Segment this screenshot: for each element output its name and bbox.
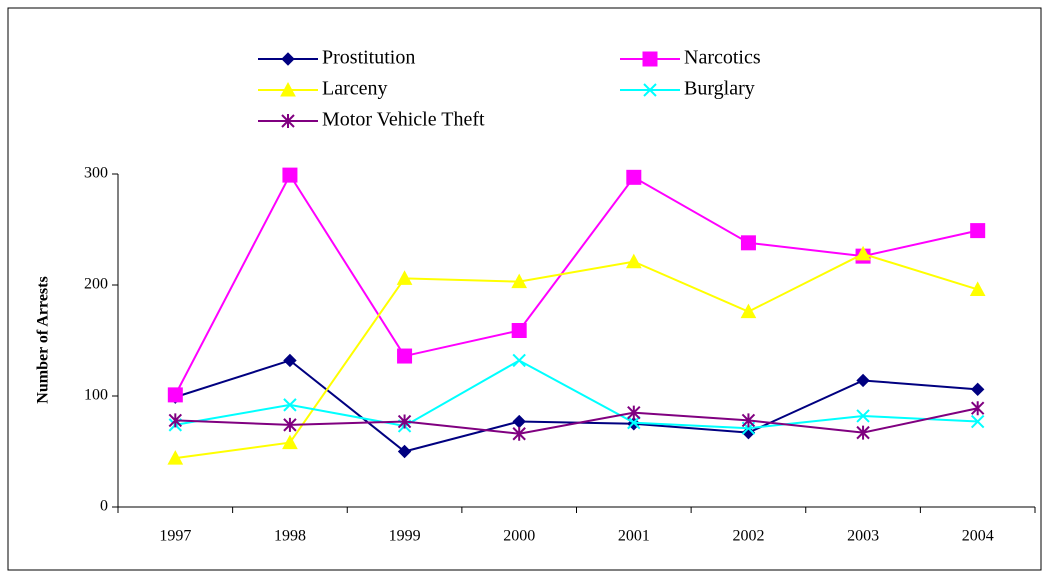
legend-marker <box>642 51 658 67</box>
data-point <box>856 373 870 388</box>
series-line <box>174 173 978 396</box>
legend-entry: Prostitution <box>258 47 415 69</box>
data-point <box>627 415 641 430</box>
x-tick-label: 2004 <box>962 528 994 545</box>
x-tick-label: 1998 <box>274 528 306 545</box>
data-point <box>626 169 642 185</box>
legend-marker <box>281 114 295 128</box>
data-point <box>396 270 413 285</box>
data-point <box>512 353 526 368</box>
chart-border <box>7 7 1042 571</box>
x-tick-label: 1999 <box>389 528 421 545</box>
series-line <box>175 359 978 430</box>
data-point <box>625 253 642 269</box>
data-point <box>855 245 871 261</box>
data-point <box>283 417 297 432</box>
data-point <box>970 382 985 397</box>
data-point <box>168 413 183 428</box>
data-point <box>741 413 756 428</box>
legend-entry: Narcotics <box>620 47 761 69</box>
data-point <box>282 167 298 183</box>
legend-marker <box>281 52 295 66</box>
legend-label: Narcotics <box>684 47 761 69</box>
legend-label: Burglary <box>684 78 755 100</box>
data-point <box>856 425 870 440</box>
legend-label: Larceny <box>322 78 388 100</box>
legend-label: Prostitution <box>322 47 415 69</box>
data-point <box>282 434 298 450</box>
data-point <box>511 273 528 289</box>
y-axis-label: Number of Arrests <box>35 276 52 403</box>
series-line <box>175 407 978 435</box>
x-tick-label: 2001 <box>618 528 650 545</box>
x-tick-label: 2000 <box>503 528 535 545</box>
data-point <box>741 425 756 440</box>
data-point <box>512 426 526 441</box>
data-point <box>397 348 413 364</box>
data-point <box>283 398 297 412</box>
y-tick-label: 300 <box>84 165 108 182</box>
y-tick-label: 0 <box>100 498 108 515</box>
legend-marker <box>643 83 657 97</box>
data-point <box>969 281 986 296</box>
data-point <box>970 414 985 429</box>
data-point <box>397 444 412 459</box>
y-tick-label: 200 <box>84 276 108 293</box>
data-point <box>627 405 641 420</box>
legend-entry: Larceny <box>258 78 388 100</box>
data-point <box>740 303 757 319</box>
legend-entry: Burglary <box>620 78 755 100</box>
data-point <box>511 323 527 339</box>
y-tick-label: 100 <box>84 387 108 404</box>
x-tick-label: 2002 <box>732 528 764 545</box>
legend-entry: Motor Vehicle Theft <box>258 109 485 131</box>
x-tick-label: 2003 <box>847 528 879 545</box>
data-point <box>283 353 297 368</box>
data-point <box>397 414 412 429</box>
legend-label: Motor Vehicle Theft <box>322 109 485 131</box>
x-tick-label: 1997 <box>159 528 191 545</box>
data-point <box>167 450 184 465</box>
data-point <box>970 401 985 416</box>
data-point <box>167 387 183 403</box>
data-point <box>856 409 870 423</box>
legend-marker <box>280 81 296 97</box>
data-point <box>970 223 986 239</box>
data-point <box>740 235 756 251</box>
series-line <box>175 252 978 460</box>
